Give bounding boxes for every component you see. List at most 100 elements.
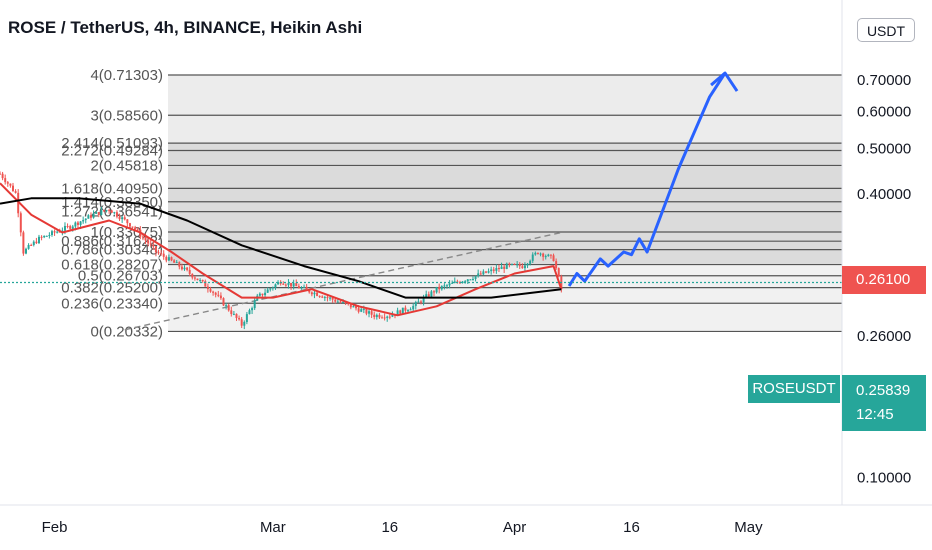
candle-body xyxy=(487,271,490,273)
currency-button[interactable]: USDT xyxy=(857,18,915,42)
time-tick-label: Feb xyxy=(42,519,68,536)
candle-body xyxy=(516,264,519,266)
candle-body xyxy=(193,277,196,279)
price-tick-label: 0.26000 xyxy=(857,328,911,345)
candle-body xyxy=(69,226,72,229)
candle-body xyxy=(445,285,448,287)
candle-body xyxy=(188,269,191,274)
candle-body xyxy=(427,294,430,297)
candle-body xyxy=(131,226,134,228)
candle-body xyxy=(58,231,61,233)
fib-level-label: 1.618(0.40950) xyxy=(61,180,163,197)
candle-body xyxy=(123,217,126,220)
candle-body xyxy=(378,314,381,318)
fibonacci-bands xyxy=(168,75,842,332)
candle-body xyxy=(84,218,87,221)
candle-body xyxy=(227,305,230,311)
candle-body xyxy=(245,314,248,322)
candle-body xyxy=(102,210,105,212)
candle-body xyxy=(497,268,500,270)
projection-arrowhead xyxy=(710,71,739,92)
candle-body xyxy=(451,282,454,284)
candle-body xyxy=(199,279,202,281)
candle-body xyxy=(336,301,339,303)
fib-band xyxy=(168,75,842,116)
candle-body xyxy=(544,256,547,258)
fib-band xyxy=(168,264,842,276)
candle-body xyxy=(136,229,139,231)
candle-body xyxy=(531,254,534,261)
candle-body xyxy=(383,317,386,319)
candle-body xyxy=(453,281,456,283)
candle-body xyxy=(97,212,100,215)
candle-body xyxy=(432,291,435,293)
candle-body xyxy=(334,299,337,302)
candle-body xyxy=(407,310,410,312)
candle-body xyxy=(76,222,79,225)
candle-body xyxy=(508,263,511,265)
candle-body xyxy=(61,230,64,232)
candle-body xyxy=(196,278,199,281)
candle-body xyxy=(266,289,269,293)
candle-body xyxy=(37,236,40,244)
chart-title: ROSE / TetherUS, 4h, BINANCE, Heikin Ash… xyxy=(8,18,363,37)
candle-body xyxy=(110,210,113,213)
fib-band xyxy=(168,232,842,242)
time-tick-label: Apr xyxy=(503,519,526,536)
price-axis[interactable]: 0.70000 0.60000 0.50000 0.40000 0.26000 0.100… xyxy=(857,72,911,487)
candle-body xyxy=(100,210,103,215)
fib-band xyxy=(168,249,842,265)
candle-body xyxy=(1,173,4,179)
candle-body xyxy=(238,318,241,320)
candle-body xyxy=(134,227,137,230)
time-axis[interactable]: Feb Mar 16 Apr 16 May xyxy=(42,519,763,536)
candle-body xyxy=(66,226,69,228)
candle-body xyxy=(458,282,461,284)
candle-body xyxy=(357,308,360,312)
candle-body xyxy=(258,293,261,296)
candle-body xyxy=(30,245,33,247)
candle-body xyxy=(71,226,74,229)
candle-body xyxy=(219,295,222,299)
candle-body xyxy=(113,212,116,214)
candle-body xyxy=(82,220,85,222)
candle-body xyxy=(521,266,524,269)
candle-body xyxy=(448,283,451,286)
candle-body xyxy=(0,173,1,175)
candle-body xyxy=(126,219,129,224)
fib-level-label: 0.5(0.26703) xyxy=(78,268,163,285)
candle-body xyxy=(318,295,321,297)
fib-level-label: 3(0.58560) xyxy=(90,107,163,124)
candle-body xyxy=(542,253,545,257)
candle-body xyxy=(557,268,560,277)
candle-body xyxy=(141,236,144,238)
candle-body xyxy=(477,273,480,276)
fib-band xyxy=(168,303,842,332)
candle-body xyxy=(391,314,394,317)
candle-body xyxy=(121,217,124,220)
candle-body xyxy=(422,297,425,303)
fib-level-label: 0.886(0.31622) xyxy=(61,233,163,250)
candle-body xyxy=(349,303,352,308)
fib-level-label: 0(0.20332) xyxy=(90,323,163,340)
fib-band xyxy=(168,241,842,250)
candle-body xyxy=(17,192,20,214)
candle-body xyxy=(386,316,389,318)
candle-body xyxy=(32,241,35,246)
candle-body xyxy=(412,305,415,310)
candle-body xyxy=(248,310,251,315)
candle-body xyxy=(14,191,17,193)
fib-level-label: 1.414(0.38350) xyxy=(61,194,163,211)
candle-body xyxy=(24,248,27,254)
candle-body xyxy=(529,260,532,264)
candle-body xyxy=(19,213,22,233)
candle-body xyxy=(277,282,280,285)
candles-group xyxy=(0,171,563,330)
candle-body xyxy=(526,263,529,266)
candle-body xyxy=(4,178,7,183)
candle-body xyxy=(284,284,287,286)
candle-body xyxy=(165,256,168,261)
candle-body xyxy=(490,269,493,272)
candle-body xyxy=(401,307,404,314)
